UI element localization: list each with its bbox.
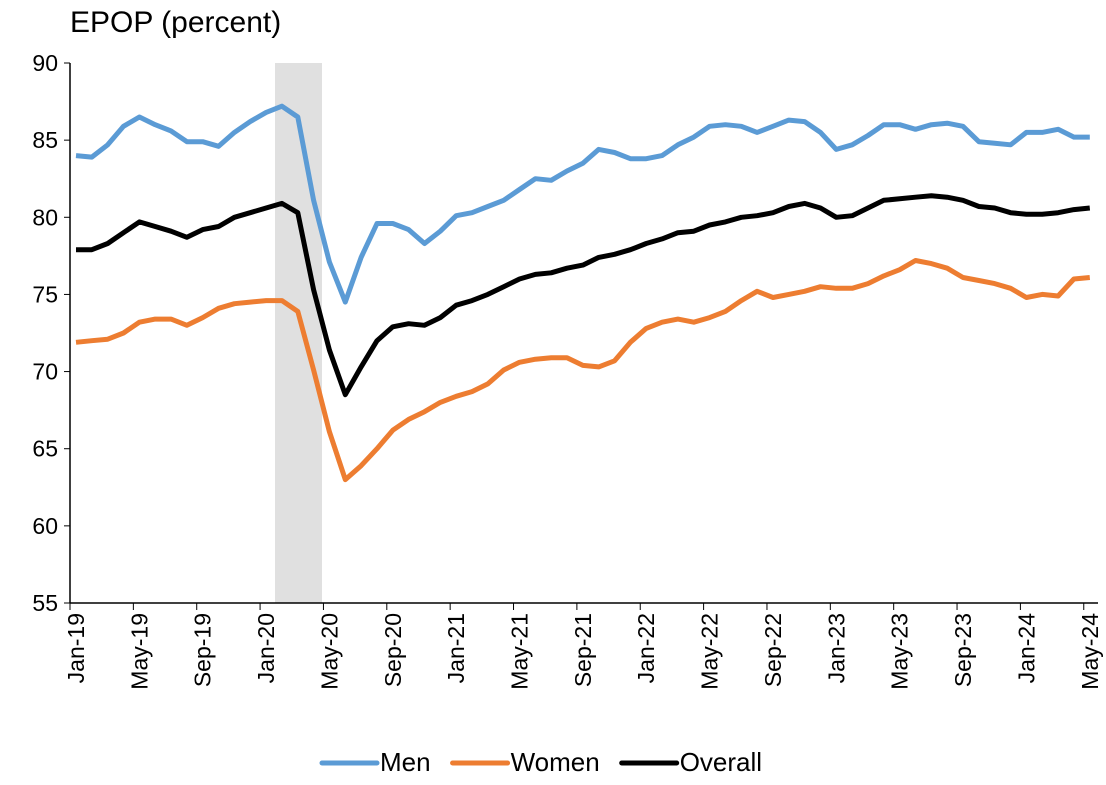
chart-title: EPOP (percent) (70, 6, 281, 39)
recession-shading (275, 63, 322, 603)
x-tick-label: May-22 (697, 613, 723, 690)
x-tick-label: Sep-19 (190, 613, 216, 687)
x-tick-label: Jan-22 (633, 613, 659, 683)
x-tick-label: Jan-24 (1013, 613, 1039, 684)
series-line (75, 103, 1090, 305)
x-tick-label: Jan-20 (253, 613, 279, 683)
x-tick-label: Sep-23 (950, 613, 976, 687)
legend-label: Men (380, 747, 431, 777)
x-tick-label: May-24 (1077, 613, 1103, 690)
x-tick-label: Jan-19 (63, 613, 89, 683)
y-tick-label: 65 (32, 436, 58, 462)
series-line (76, 193, 1091, 398)
y-tick-label: 55 (32, 590, 58, 616)
y-tick-label: 85 (32, 127, 58, 153)
x-tick-label: Sep-22 (760, 613, 786, 687)
y-tick-label: 75 (32, 281, 58, 307)
x-tick-label: Sep-20 (380, 613, 406, 687)
legend-label: Overall (680, 747, 762, 777)
y-tick-label: 80 (32, 204, 58, 230)
y-tick-label: 60 (32, 513, 58, 539)
x-tick-label: Jan-21 (443, 613, 469, 683)
y-tick-label: 70 (32, 359, 58, 385)
legend-label: Women (511, 747, 600, 777)
x-tick-label: May-23 (887, 613, 913, 690)
x-tick-label: May-19 (126, 613, 152, 690)
series-line (75, 258, 1091, 483)
x-tick-label: Sep-21 (570, 613, 596, 687)
y-tick-label: 90 (32, 50, 58, 76)
x-tick-label: Jan-23 (823, 613, 849, 683)
x-tick-label: May-20 (316, 613, 342, 690)
x-tick-label: May-21 (507, 613, 533, 690)
